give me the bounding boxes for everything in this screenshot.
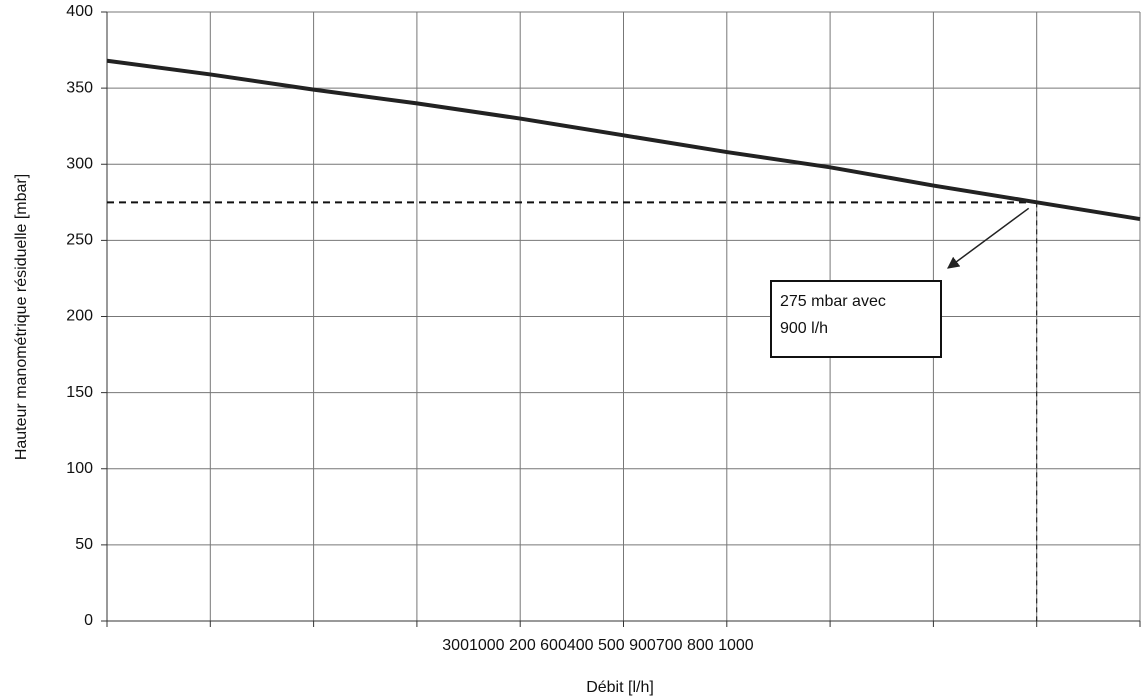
annotation-text: 900 l/h — [780, 320, 828, 337]
y-tick-label: 400 — [66, 3, 93, 20]
y-tick-label: 150 — [66, 384, 93, 401]
arrow — [947, 207, 1030, 269]
annotation-box — [770, 280, 942, 358]
y-tick-label: 200 — [66, 308, 93, 325]
y-axis-label: Hauteur manométrique résiduelle [mbar] — [13, 174, 30, 460]
y-tick-label: 300 — [66, 155, 93, 172]
y-tick-label: 50 — [75, 536, 93, 553]
y-tick-label: 100 — [66, 460, 93, 477]
y-tick-label: 0 — [84, 612, 93, 629]
x-axis-label: Débit [l/h] — [586, 679, 654, 696]
y-tick-label: 350 — [66, 79, 93, 96]
line — [106, 58, 1141, 222]
y-tick-label: 250 — [66, 232, 93, 249]
annotation-text: 275 mbar avec — [780, 293, 886, 310]
x-tick-labels: 3001000 200 600400 500 900700 800 1000 — [442, 637, 754, 654]
